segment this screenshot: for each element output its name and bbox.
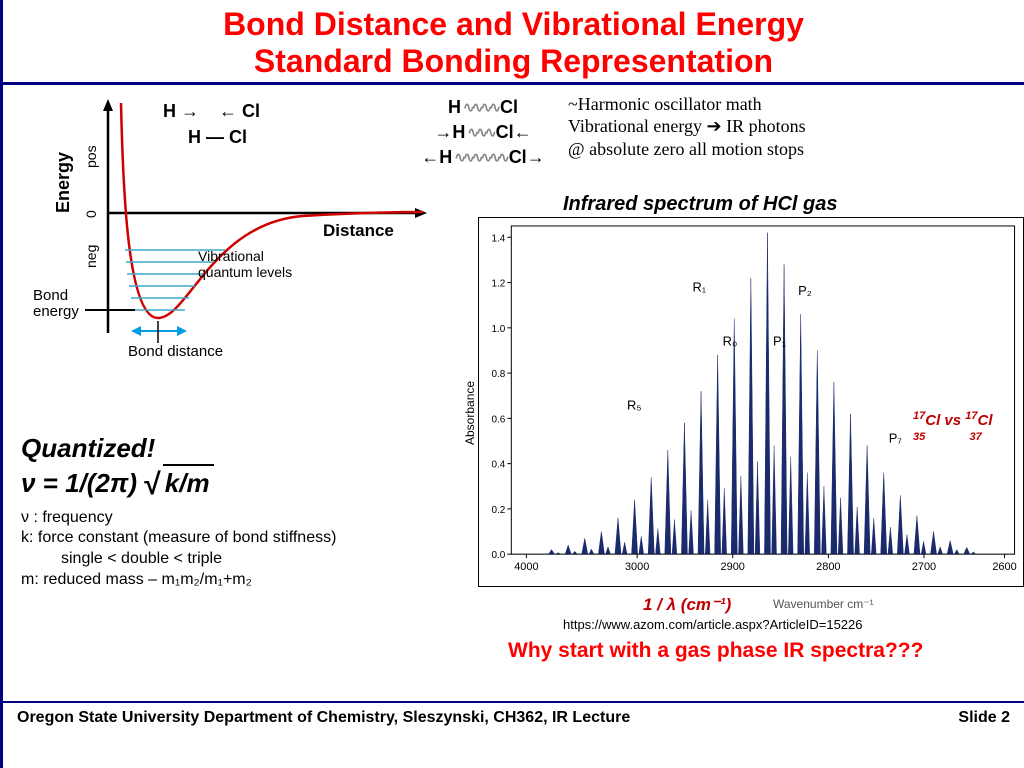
y-sub-pos: pos	[83, 145, 99, 168]
svg-text:4000: 4000	[514, 561, 538, 573]
svg-text:P₇: P₇	[889, 430, 902, 445]
svg-text:1.2: 1.2	[492, 278, 506, 289]
svg-text:1.4: 1.4	[492, 233, 506, 244]
title-block: Bond Distance and Vibrational Energy Sta…	[3, 0, 1024, 85]
gas-phase-question: Why start with a gas phase IR spectra???	[508, 639, 923, 663]
def-m: m: reduced mass – m₁m₂/m₁+m₂	[21, 570, 491, 591]
mol-hcl-bonded: H — Cl	[188, 127, 247, 148]
def-k: k: force constant (measure of bond stiff…	[21, 528, 491, 549]
equation-block: Quantized! ν = 1/(2π) √k/m ν : frequency…	[21, 433, 491, 591]
mol-h-arrow: H → ← Cl	[163, 101, 260, 122]
ir-x-unit: 1 / λ (cm⁻¹)	[643, 595, 731, 615]
title-line1: Bond Distance and Vibrational Energy	[23, 6, 1004, 43]
source-url: https://www.azom.com/article.aspx?Articl…	[563, 617, 863, 632]
svg-text:P₁: P₁	[773, 333, 787, 348]
cl-isotope-label: 17Cl vs 17Cl 35 Cl vs 37	[913, 411, 993, 443]
spring-compress: →H∿∿∿Cl←	[408, 120, 558, 145]
ir-title: Infrared spectrum of HCl gas	[563, 193, 838, 216]
frequency-equation: ν = 1/(2π) √k/m	[21, 464, 491, 502]
wavenumber-label: Wavenumber cm⁻¹	[773, 597, 874, 611]
svg-text:2700: 2700	[912, 561, 936, 573]
footer: Oregon State University Department of Ch…	[3, 703, 1024, 733]
svg-text:P₂: P₂	[798, 282, 812, 297]
svg-text:0.2: 0.2	[492, 504, 506, 515]
rt-l1: ~Harmonic oscillator math	[568, 93, 1008, 116]
spring-eq: H∿∿∿∿Cl	[408, 95, 558, 120]
morse-diagram: Energy pos 0 neg Distance Vibrationalqua…	[23, 93, 433, 393]
svg-text:0.6: 0.6	[492, 414, 506, 425]
svg-text:3000: 3000	[625, 561, 649, 573]
svg-text:2900: 2900	[721, 561, 745, 573]
bond-energy-label: Bondenergy	[33, 288, 79, 321]
x-axis-label: Distance	[323, 221, 394, 241]
svg-text:R₁: R₁	[692, 279, 706, 294]
rt-l3: @ absolute zero all motion stops	[568, 138, 1008, 161]
bond-distance-label: Bond distance	[128, 343, 223, 360]
def-nu: ν : frequency	[21, 508, 491, 529]
y-axis-label: Energy	[53, 152, 74, 213]
eq-definitions: ν : frequency k: force constant (measure…	[21, 508, 491, 591]
svg-text:0.4: 0.4	[492, 459, 506, 470]
harmonic-text: ~Harmonic oscillator math Vibrational en…	[568, 93, 1008, 161]
title-line2: Standard Bonding Representation	[23, 43, 1004, 80]
svg-text:2600: 2600	[992, 561, 1016, 573]
def-k-order: single < double < triple	[61, 549, 491, 570]
spring-diagrams: H∿∿∿∿Cl →H∿∿∿Cl← ←H∿∿∿∿∿∿Cl→	[408, 95, 558, 171]
svg-text:0.0: 0.0	[492, 550, 506, 561]
content-area: Energy pos 0 neg Distance Vibrationalqua…	[3, 85, 1024, 703]
spring-stretch: ←H∿∿∿∿∿∿Cl→	[408, 145, 558, 170]
svg-text:1.0: 1.0	[492, 323, 506, 334]
quantized-label: Quantized!	[21, 433, 491, 464]
footer-left: Oregon State University Department of Ch…	[17, 709, 630, 727]
svg-text:0.8: 0.8	[492, 369, 506, 380]
ir-spectrum-plot: 0.0 0.2 0.4 0.6 0.8 1.0 1.2 1.4 4000 3000 2900 2800…	[478, 217, 1024, 587]
footer-right: Slide 2	[958, 709, 1010, 727]
y-sub-neg: neg	[83, 244, 99, 267]
svg-text:R₅: R₅	[627, 397, 642, 412]
svg-text:R₀: R₀	[723, 333, 738, 348]
y-sub-zero: 0	[83, 210, 99, 218]
svg-text:2800: 2800	[816, 561, 840, 573]
vib-levels-label: Vibrationalquantum levels	[198, 248, 292, 280]
rt-l2: Vibrational energy ➔ IR photons	[568, 115, 1008, 138]
